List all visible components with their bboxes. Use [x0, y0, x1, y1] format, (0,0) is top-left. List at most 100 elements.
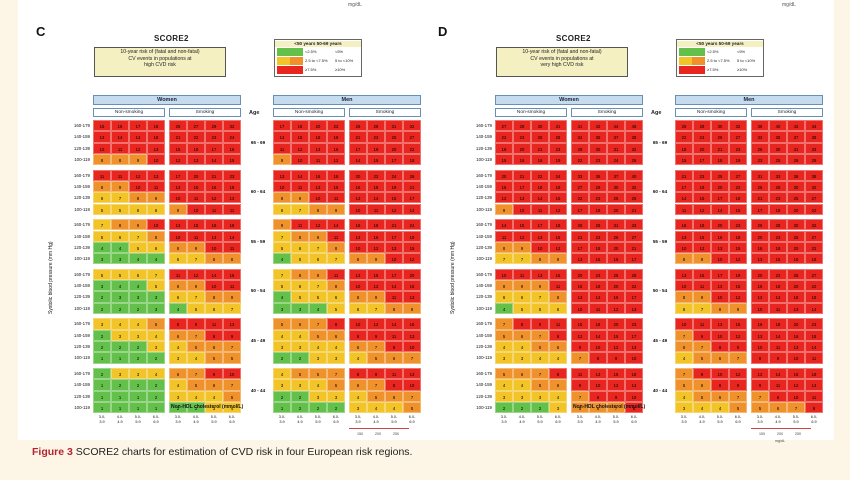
risk-cell: 11: [385, 368, 403, 380]
age-group-label: 55 - 59: [652, 238, 668, 244]
risk-cell: 14: [769, 329, 787, 341]
risk-cell: 10: [309, 192, 327, 204]
risk-cell: 22: [531, 169, 549, 181]
risk-cell: 21: [531, 142, 549, 154]
legend-swatch-red: [277, 66, 303, 74]
risk-cell: 8: [349, 253, 367, 265]
risk-cell: 3: [309, 390, 327, 402]
age-group-label: 60 - 64: [250, 189, 266, 195]
risk-cell: 29: [589, 180, 607, 193]
risk-cell: 40: [769, 120, 787, 132]
risk-cell: 7: [495, 253, 513, 265]
risk-cell: 22: [327, 120, 345, 132]
risk-cell: 8: [549, 291, 567, 303]
risk-cell: 18: [805, 253, 823, 265]
risk-cell: 4: [147, 253, 165, 265]
risk-cell: 7: [367, 302, 385, 314]
risk-cell: 8: [205, 329, 223, 341]
cholesterol-tick: 4.0- 4.9: [296, 415, 304, 425]
risk-cell: 18: [769, 203, 787, 215]
risk-cell: 25: [607, 268, 625, 281]
risk-cell: 3: [291, 341, 309, 353]
risk-cell: 22: [675, 131, 693, 143]
score2-chart-very-high-risk: D SCORE2 10-year risk of (fatal and non-…: [438, 24, 830, 443]
risk-cell: 11: [273, 142, 291, 154]
bp-label: 140-159: [73, 183, 90, 189]
risk-cell: 12: [693, 203, 711, 215]
top-unit-note-right: mg/dL: [782, 2, 796, 8]
risk-cell: 2: [111, 302, 129, 314]
mgdl-tick: 150: [759, 432, 765, 437]
risk-cell: 28: [769, 180, 787, 193]
risk-cell: 5: [223, 352, 241, 364]
risk-cell: 5: [495, 329, 513, 341]
legend-50to69: <5%: [335, 49, 344, 54]
risk-cell: 14: [111, 131, 129, 143]
risk-cell: 12: [367, 280, 385, 292]
risk-cell: 41: [571, 120, 589, 132]
risk-cell: 15: [385, 192, 403, 204]
legend-swatch-red: [679, 66, 705, 74]
risk-cell: 3: [129, 329, 147, 341]
risk-cell: 8: [385, 379, 403, 391]
risk-cell: 5: [751, 401, 769, 414]
risk-cell: 18: [589, 318, 607, 330]
risk-cell: 24: [549, 169, 567, 181]
risk-cell: 8: [147, 230, 165, 242]
risk-cell: 7: [309, 241, 327, 254]
risk-cell: 21: [403, 180, 421, 193]
cholesterol-tick: 6.0- 6.9: [554, 415, 562, 425]
risk-cell: 14: [769, 368, 787, 380]
risk-cell: 26: [403, 169, 421, 181]
risk-cell: 3: [129, 368, 147, 380]
risk-cell: 10: [93, 142, 111, 154]
risk-cell: 11: [111, 169, 129, 181]
risk-cell: 7: [729, 352, 747, 364]
risk-cell: 10: [169, 230, 187, 242]
risk-cell: 8: [205, 291, 223, 303]
risk-cell: 8: [589, 352, 607, 364]
risk-cell: 20: [513, 142, 531, 154]
risk-cell: 12: [751, 368, 769, 380]
bp-label: 120-139: [73, 195, 90, 201]
risk-cell: 14: [625, 379, 643, 391]
risk-cell: 15: [169, 142, 187, 154]
risk-cell: 8: [327, 318, 345, 330]
risk-cell: 5: [571, 401, 589, 414]
risk-cell: 7: [693, 302, 711, 314]
mgdl-unit: mg/dL: [775, 439, 785, 444]
risk-cell: 18: [729, 192, 747, 204]
risk-cell: 10: [385, 253, 403, 265]
risk-cell: 8: [385, 302, 403, 314]
risk-cell: 33: [625, 219, 643, 231]
risk-cell: 4: [273, 368, 291, 380]
age-group-label: 50 - 54: [652, 288, 668, 294]
risk-cell: 12: [169, 153, 187, 166]
risk-cell: 17: [349, 142, 367, 154]
risk-cell: 32: [805, 180, 823, 193]
bp-label: 140-159: [475, 332, 492, 338]
risk-cell: 9: [187, 318, 205, 330]
risk-cell: 1: [147, 401, 165, 414]
risk-cell: 20: [309, 120, 327, 132]
risk-cell: 2: [531, 401, 549, 414]
risk-cell: 6: [205, 379, 223, 391]
bp-label: 120-139: [73, 145, 90, 151]
risk-cell: 7: [729, 390, 747, 402]
risk-cell: 4: [693, 401, 711, 414]
risk-cell: 17: [675, 180, 693, 193]
risk-cell: 8: [349, 368, 367, 380]
risk-cell: 40: [625, 169, 643, 181]
risk-cell: 20: [607, 203, 625, 215]
risk-cell: 6: [513, 291, 531, 303]
risk-cell: 11: [147, 180, 165, 193]
bp-label: 160-179: [475, 371, 492, 376]
risk-cell: 3: [129, 291, 147, 303]
risk-cell: 13: [403, 329, 421, 341]
cholesterol-tick: 3.0- 3.9: [500, 415, 508, 425]
risk-cell: 5: [111, 203, 129, 215]
risk-cell: 11: [205, 318, 223, 330]
risk-cell: 5: [129, 241, 147, 254]
risk-cell: 9: [187, 280, 205, 292]
risk-cell: 10: [513, 203, 531, 215]
